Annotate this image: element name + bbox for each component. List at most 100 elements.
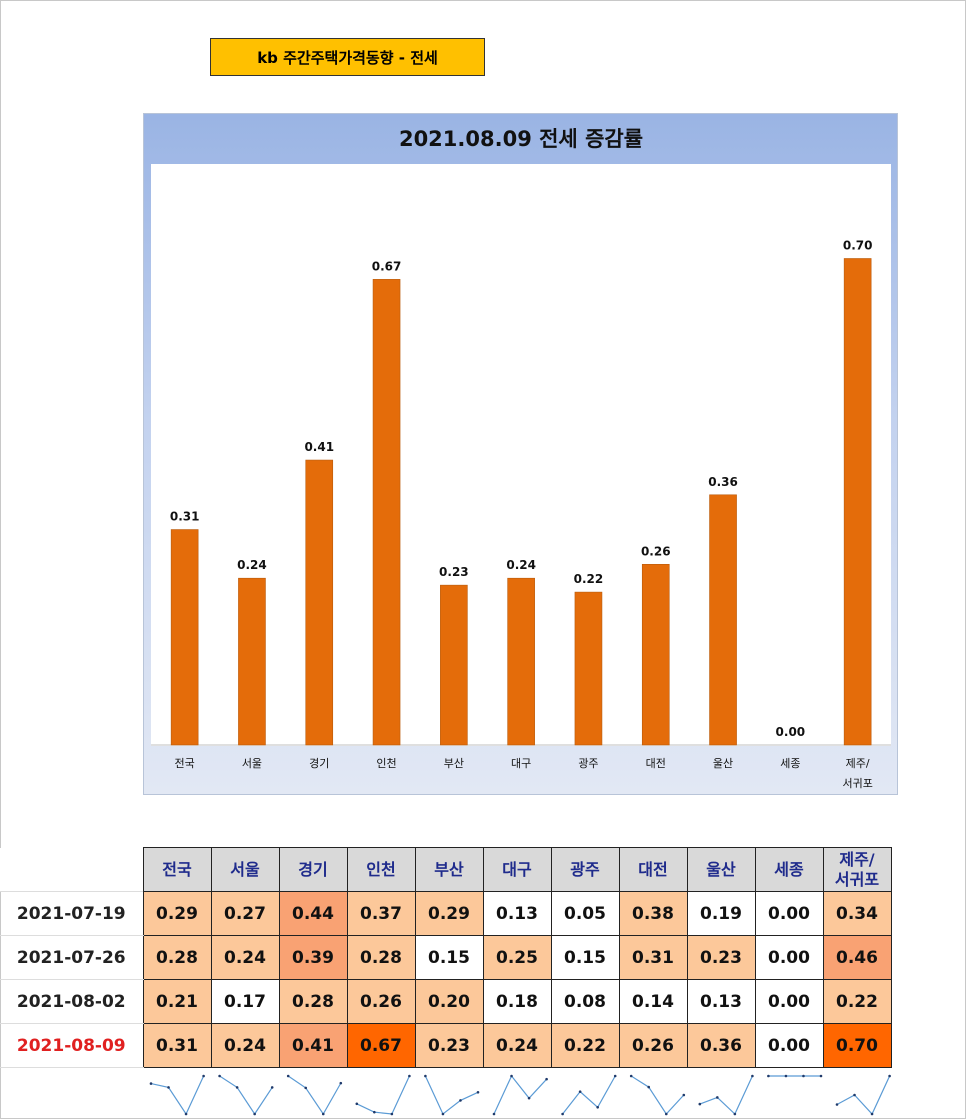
table-cell: 0.00 (754, 1023, 824, 1068)
sparkline (562, 1075, 616, 1115)
data-label: 0.00 (776, 725, 806, 739)
category-label: 울산 (713, 757, 733, 770)
sparkline-point (751, 1074, 754, 1078)
table-cell: 0.00 (754, 979, 824, 1024)
data-label: 0.24 (237, 558, 267, 572)
table-cell: 0.41 (278, 1023, 348, 1068)
sparkline-point (235, 1086, 239, 1089)
data-label: 0.70 (843, 239, 873, 253)
sparkline-point (441, 1112, 445, 1116)
column-header: 대구 (482, 847, 552, 892)
sparkline-point (459, 1099, 462, 1102)
sparkline-point (853, 1093, 856, 1097)
bar (170, 529, 199, 746)
table-cell: 0.17 (210, 979, 280, 1024)
table-cell: 0.39 (278, 935, 348, 980)
sparkline-point (149, 1082, 153, 1085)
sparkline-point (527, 1096, 531, 1100)
table-cell: 0.24 (210, 935, 280, 980)
sparkline-point (218, 1074, 221, 1078)
table-cell: 0.21 (142, 979, 212, 1024)
sparkline (219, 1075, 273, 1116)
sparkline-point (819, 1074, 823, 1078)
table-cell: 0.13 (686, 979, 756, 1024)
sparkline (356, 1075, 410, 1115)
sparkline-point (698, 1102, 702, 1106)
column-header: 광주 (550, 847, 620, 892)
category-label: 부산 (444, 757, 464, 770)
sparkline-point (888, 1074, 891, 1078)
sparkline-point (339, 1081, 343, 1085)
data-label: 0.23 (439, 565, 469, 579)
column-header: 세종 (754, 847, 824, 892)
category-label: 대전 (646, 757, 666, 770)
sparkline-point (510, 1074, 513, 1078)
sparkline-point (545, 1077, 548, 1081)
table-cell: 0.19 (686, 891, 756, 936)
table-cell: 0.20 (414, 979, 484, 1024)
data-label: 0.41 (304, 440, 334, 454)
sparkline (424, 1075, 479, 1115)
bar-chart-svg: 2021.08.09 전세 증감률 0.31 전국 0.24 서울 0.41 경기 0.67 인… (151, 127, 891, 790)
sparkline-point (286, 1074, 290, 1078)
column-header: 인천 (346, 847, 416, 892)
table-cell: 0.23 (414, 1023, 484, 1068)
table-cell: 0.15 (550, 935, 620, 980)
sparkline-point (870, 1112, 874, 1116)
category-label: 경기 (309, 757, 329, 770)
bar (372, 279, 401, 746)
table-corner (0, 847, 143, 892)
table-row: 2021-08-02 0.21 0.17 0.28 0.26 0.20 0.18 0.08 0.… (0, 979, 892, 1024)
sparkline (493, 1074, 548, 1115)
sparkline-point (253, 1112, 256, 1116)
sparkline-point (578, 1090, 582, 1093)
sparkline (836, 1075, 891, 1116)
bar (709, 494, 737, 746)
table-cell: 0.29 (414, 891, 484, 936)
table-cell: 0.26 (618, 1023, 688, 1068)
data-label: 0.22 (574, 572, 604, 586)
weekly-table: 전국 서울 경기 인천 부산 대구 광주 대전 울산 세종 제주/서귀포 2021-07-19 0.2… (0, 847, 892, 1068)
category-label: 제주/ (846, 757, 870, 770)
category-label: 대구 (511, 757, 531, 770)
sparkline-point (184, 1112, 188, 1116)
table-cell: 0.24 (482, 1023, 552, 1068)
sparkline-point (664, 1112, 668, 1116)
sparkline (287, 1075, 342, 1116)
table-cell: 0.27 (210, 891, 280, 936)
sparkline-point (767, 1074, 770, 1078)
table-cell: 0.18 (482, 979, 552, 1024)
category-label: 세종 (780, 757, 800, 770)
table-cell: 0.22 (822, 979, 892, 1024)
table-cell: 0.08 (550, 979, 620, 1024)
data-label: 0.24 (506, 558, 536, 572)
sparkline-point (373, 1110, 376, 1114)
table-cell: 0.31 (142, 1023, 212, 1068)
table-row: 2021-07-19 0.29 0.27 0.44 0.37 0.29 0.13 0.05 0.… (0, 891, 892, 936)
table-cell: 0.28 (346, 935, 416, 980)
sparkline-point (835, 1103, 839, 1106)
table-cell: 0.13 (482, 891, 552, 936)
table-header-row: 전국 서울 경기 인천 부산 대구 광주 대전 울산 세종 제주/서귀포 (0, 847, 892, 892)
sparkline-point (613, 1074, 617, 1078)
table-row: 2021-07-26 0.28 0.24 0.39 0.28 0.15 0.25 0.15 0.… (0, 935, 892, 980)
category-label: 전국 (175, 757, 195, 770)
table-cell: 0.23 (686, 935, 756, 980)
table-cell: 0.36 (686, 1023, 756, 1068)
table-cell: 0.44 (278, 891, 348, 936)
data-label: 0.26 (641, 544, 671, 558)
bar (574, 591, 603, 746)
sparkline-point (270, 1086, 274, 1089)
column-header: 울산 (686, 847, 756, 892)
sparkline-point (321, 1112, 325, 1116)
sparkline-point (802, 1074, 805, 1078)
row-date: 2021-08-09 (0, 1023, 143, 1068)
sparkline (699, 1075, 753, 1116)
sparkline-point (629, 1074, 633, 1078)
category-label: 광주 (578, 757, 598, 770)
column-header: 서울 (210, 847, 280, 892)
sparkline-point (390, 1112, 394, 1116)
data-label: 0.67 (372, 259, 402, 273)
table-cell: 0.46 (822, 935, 892, 980)
bar (440, 584, 468, 746)
